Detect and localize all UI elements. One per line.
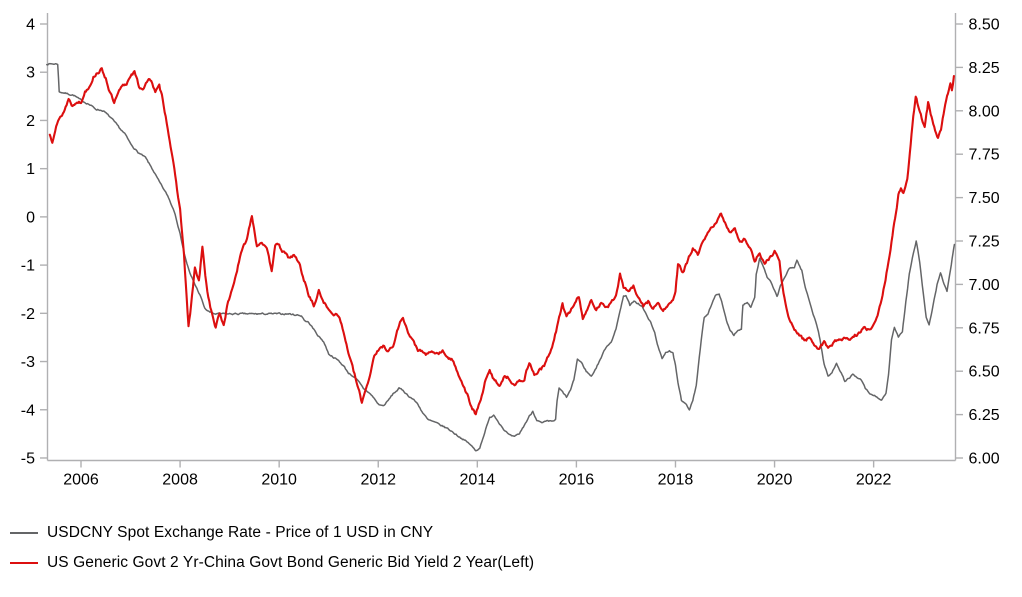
plot-area: 4 3 2 1 0 -1 -2 -3 -4 -5 8.50 8.25 8.00 7.75 7.50 7.25 7… [21,13,1000,489]
legend-item-usdcny: USDCNY Spot Exchange Rate - Price of 1 U… [10,518,534,548]
x-axis-tick-label: 2016 [559,472,595,489]
x-axis-tick-label: 2014 [460,472,496,489]
right-axis-tick-label: 7.00 [969,277,1000,294]
chart-canvas: 4 3 2 1 0 -1 -2 -3 -4 -5 8.50 8.25 8.00 7.75 7.50 7.25 7… [21,13,1000,489]
x-axis-tick-label: 2022 [856,472,892,489]
left-axis-tick-label: 2 [26,113,35,130]
x-axis-tick-label: 2006 [63,472,99,489]
x-axis-tick-label: 2008 [162,472,198,489]
legend-item-yield-spread: US Generic Govt 2 Yr-China Govt Bond Gen… [10,548,534,578]
legend: USDCNY Spot Exchange Rate - Price of 1 U… [10,518,534,578]
legend-label-usdcny: USDCNY Spot Exchange Rate - Price of 1 U… [47,524,434,541]
right-axis-tick-label: 6.25 [969,407,1000,424]
left-axis-tick-label: 3 [26,65,35,82]
gray-line-swatch [10,532,38,534]
left-axis-tick-label: -5 [21,450,35,467]
x-axis-tick-label: 2020 [757,472,793,489]
x-axis-tick-label: 2018 [658,472,694,489]
right-axis-tick-label: 7.75 [969,147,1000,164]
x-axis-tick-label: 2012 [360,472,396,489]
left-axis-tick-label: -3 [21,354,35,371]
axis-frame [46,13,957,462]
right-axis: 8.50 8.25 8.00 7.75 7.50 7.25 7.00 6.75 6.50 6.25… [955,17,1000,468]
series-usdcny-line [46,62,956,452]
right-axis-tick-label: 7.50 [969,190,1000,207]
left-axis-tick-label: 0 [26,209,35,226]
series-yield-spread-line [48,67,955,416]
right-axis-tick-label: 6.00 [969,451,1000,468]
right-axis-tick-label: 8.50 [969,17,1000,34]
right-axis-tick-label: 7.25 [969,234,1000,251]
red-line-swatch [10,562,38,564]
legend-label-yield-spread: US Generic Govt 2 Yr-China Govt Bond Gen… [47,554,535,571]
right-axis-tick-label: 6.50 [969,364,1000,381]
left-axis-tick-label: -1 [21,258,35,275]
x-axis: 2006 2008 2010 2012 2014 2016 2018 2020 2022 [63,460,892,489]
right-axis-tick-label: 8.25 [969,60,1000,77]
left-axis-tick-label: 1 [26,161,35,178]
x-axis-tick-label: 2010 [261,472,297,489]
left-axis: 4 3 2 1 0 -1 -2 -3 -4 -5 [21,17,48,467]
left-axis-tick-label: -4 [21,402,35,419]
left-axis-tick-label: 4 [26,17,35,34]
right-axis-tick-label: 6.75 [969,320,1000,337]
right-axis-tick-label: 8.00 [969,103,1000,120]
left-axis-tick-label: -2 [21,306,35,323]
